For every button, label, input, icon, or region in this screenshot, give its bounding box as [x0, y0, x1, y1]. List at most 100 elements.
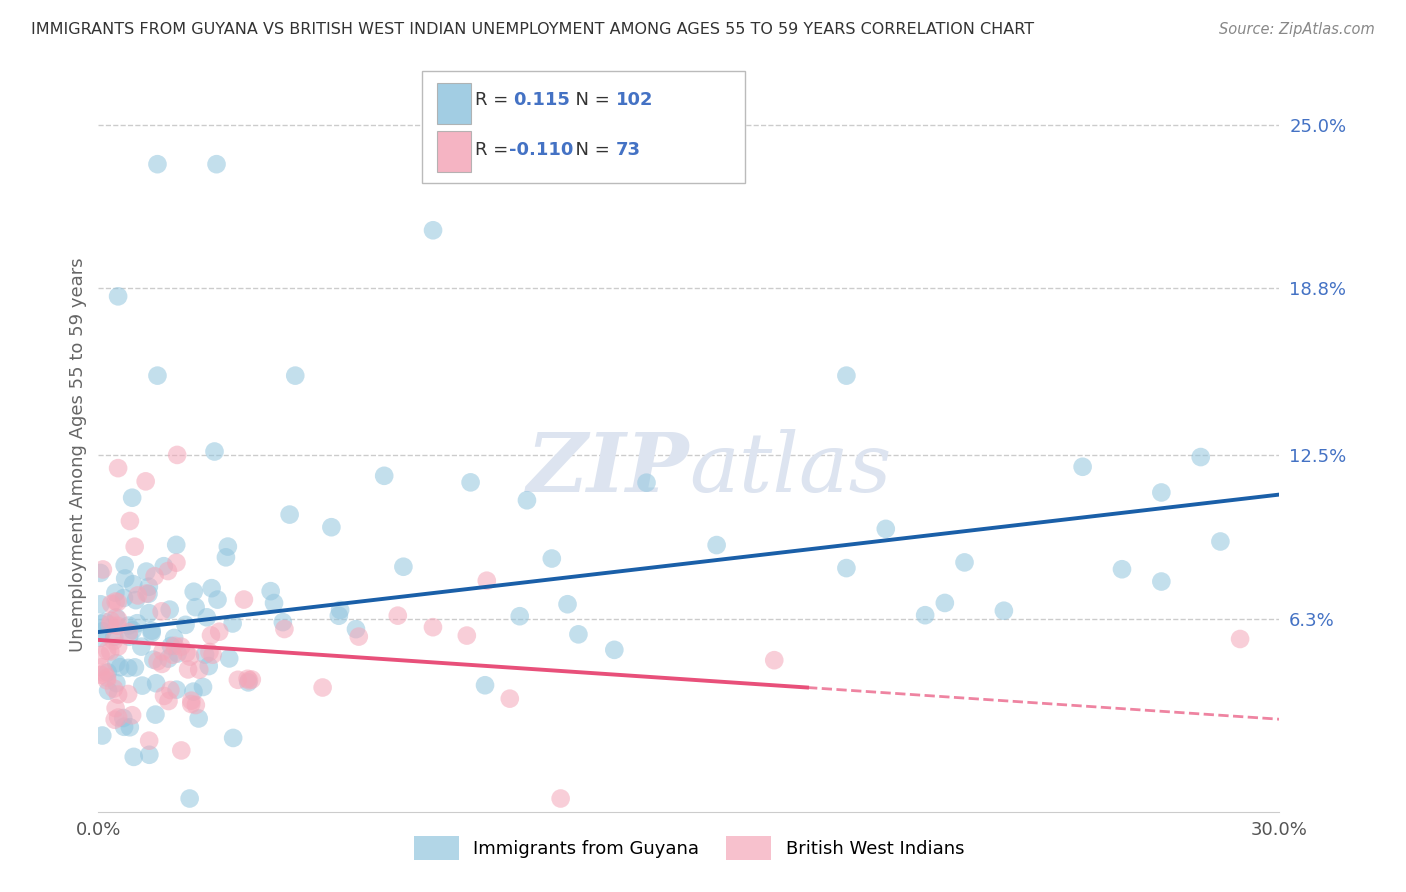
- Point: [238, 675, 260, 690]
- Point: [516, 493, 538, 508]
- Point: [188, 663, 211, 677]
- Point: [170, 743, 193, 757]
- Point: [232, 592, 254, 607]
- Point: [1189, 450, 1212, 464]
- Point: [180, 694, 202, 708]
- Point: [392, 559, 415, 574]
- Point: [1111, 562, 1133, 576]
- Point: [112, 711, 135, 725]
- Point: [114, 558, 136, 573]
- Point: [215, 550, 238, 565]
- Point: [98, 644, 121, 658]
- Text: IMMIGRANTS FROM GUYANA VS BRITISH WEST INDIAN UNEMPLOYMENT AMONG AGES 55 TO 59 Y: IMMIGRANTS FROM GUYANA VS BRITISH WEST I…: [31, 22, 1033, 37]
- Point: [835, 561, 858, 575]
- Point: [204, 444, 226, 458]
- Point: [117, 661, 139, 675]
- Point: [103, 634, 125, 648]
- Point: [122, 577, 145, 591]
- Point: [127, 616, 149, 631]
- Point: [127, 589, 149, 603]
- Point: [107, 688, 129, 702]
- Point: [90, 648, 112, 663]
- Point: [157, 694, 180, 708]
- Point: [90, 597, 112, 611]
- Point: [143, 569, 166, 583]
- Text: Source: ZipAtlas.com: Source: ZipAtlas.com: [1219, 22, 1375, 37]
- Point: [124, 660, 146, 674]
- Point: [96, 671, 118, 685]
- Point: [157, 651, 180, 665]
- Point: [104, 586, 127, 600]
- Point: [100, 597, 122, 611]
- Point: [152, 559, 174, 574]
- Point: [97, 683, 120, 698]
- Point: [107, 595, 129, 609]
- Point: [90, 616, 112, 631]
- Text: N =: N =: [564, 141, 621, 159]
- Point: [347, 630, 370, 644]
- Point: [835, 368, 858, 383]
- Point: [1229, 632, 1251, 646]
- Point: [146, 654, 169, 668]
- Point: [278, 508, 301, 522]
- Point: [97, 665, 120, 680]
- Point: [177, 662, 200, 676]
- Point: [124, 540, 146, 554]
- Point: [103, 681, 125, 696]
- Point: [107, 710, 129, 724]
- Point: [763, 653, 786, 667]
- Point: [163, 631, 186, 645]
- Point: [197, 659, 219, 673]
- Point: [107, 640, 129, 654]
- Point: [117, 618, 139, 632]
- Point: [217, 540, 239, 554]
- Point: [208, 624, 231, 639]
- Point: [460, 475, 482, 490]
- Text: 102: 102: [616, 92, 654, 110]
- Point: [135, 586, 157, 600]
- Point: [107, 461, 129, 475]
- Point: [226, 673, 249, 687]
- Point: [603, 643, 626, 657]
- Point: [273, 622, 295, 636]
- Point: [456, 629, 478, 643]
- Point: [1071, 459, 1094, 474]
- Point: [105, 618, 128, 632]
- Point: [238, 673, 260, 688]
- Point: [184, 600, 207, 615]
- Point: [89, 566, 111, 580]
- Point: [236, 672, 259, 686]
- Point: [112, 720, 135, 734]
- Point: [112, 591, 135, 605]
- Point: [180, 697, 202, 711]
- Point: [162, 648, 184, 662]
- Point: [131, 640, 153, 654]
- Point: [174, 618, 197, 632]
- Point: [474, 678, 496, 692]
- Point: [90, 660, 112, 674]
- Point: [475, 574, 498, 588]
- Point: [104, 713, 127, 727]
- Point: [636, 475, 658, 490]
- Y-axis label: Unemployment Among Ages 55 to 59 years: Unemployment Among Ages 55 to 59 years: [69, 258, 87, 652]
- Point: [195, 610, 218, 624]
- Point: [993, 604, 1015, 618]
- Point: [207, 592, 229, 607]
- Point: [150, 604, 173, 618]
- Point: [1209, 534, 1232, 549]
- Point: [141, 625, 163, 640]
- Point: [121, 708, 143, 723]
- Point: [540, 551, 562, 566]
- Point: [138, 587, 160, 601]
- Point: [183, 584, 205, 599]
- Point: [91, 624, 114, 639]
- Point: [98, 617, 121, 632]
- Point: [200, 628, 222, 642]
- Point: [135, 475, 157, 489]
- Point: [422, 223, 444, 237]
- Point: [205, 157, 228, 171]
- Point: [263, 596, 285, 610]
- Point: [1150, 574, 1173, 589]
- Point: [557, 597, 579, 611]
- Point: [100, 614, 122, 628]
